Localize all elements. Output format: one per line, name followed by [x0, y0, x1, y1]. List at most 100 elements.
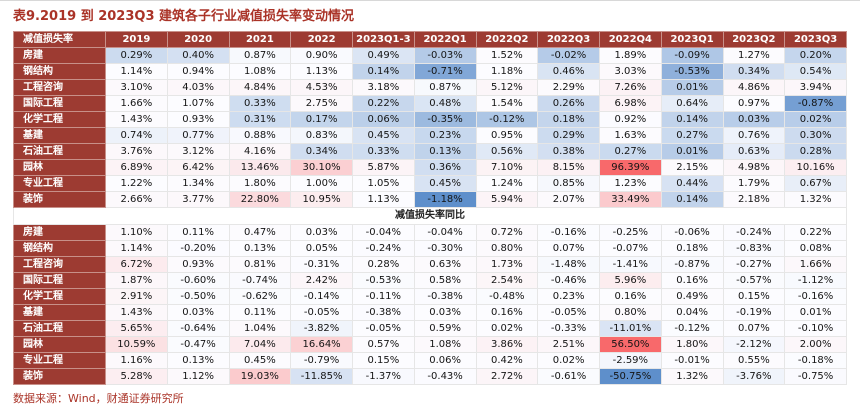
- value-cell: 1.52%: [475, 47, 539, 64]
- value-cell: 1.79%: [722, 175, 786, 192]
- value-cell: 0.56%: [475, 143, 539, 160]
- value-cell: 0.46%: [537, 63, 600, 80]
- row-label: 化学工程: [13, 111, 106, 128]
- value-cell: 1.80%: [228, 175, 292, 192]
- value-cell: 1.54%: [475, 95, 539, 112]
- value-cell: 0.67%: [784, 175, 847, 192]
- value-cell: -50.75%: [599, 368, 662, 385]
- value-cell: 0.13%: [413, 143, 477, 160]
- value-cell: -0.04%: [413, 224, 477, 241]
- value-cell: 0.01%: [660, 143, 724, 160]
- value-cell: 3.18%: [352, 79, 415, 96]
- value-cell: 8.15%: [537, 159, 600, 176]
- value-cell: 4.03%: [166, 79, 230, 96]
- value-cell: 0.29%: [537, 127, 600, 144]
- value-cell: -0.05%: [290, 304, 353, 321]
- value-cell: 0.22%: [784, 224, 847, 241]
- value-cell: 3.86%: [475, 336, 539, 353]
- value-cell: 1.80%: [660, 336, 724, 353]
- value-cell: 0.23%: [537, 288, 600, 305]
- value-cell: -1.37%: [352, 368, 415, 385]
- value-cell: 0.54%: [784, 63, 847, 80]
- value-cell: 5.87%: [352, 159, 415, 176]
- value-cell: 0.07%: [537, 240, 600, 257]
- value-cell: -0.16%: [537, 224, 600, 241]
- value-cell: -0.25%: [599, 224, 662, 241]
- value-cell: 0.28%: [784, 143, 847, 160]
- value-cell: 0.55%: [722, 352, 786, 369]
- value-cell: -0.57%: [722, 272, 786, 289]
- value-cell: 3.76%: [105, 143, 168, 160]
- value-cell: 0.15%: [352, 352, 415, 369]
- value-cell: 2.18%: [722, 191, 786, 208]
- value-cell: 0.34%: [722, 63, 786, 80]
- value-cell: 1.18%: [475, 63, 539, 80]
- column-header: 2022Q3: [537, 31, 600, 48]
- value-cell: -11.85%: [290, 368, 353, 385]
- value-cell: 0.28%: [352, 256, 415, 273]
- value-cell: 1.10%: [105, 224, 168, 241]
- value-cell: 3.77%: [166, 191, 230, 208]
- column-header: 减值损失率: [13, 31, 106, 48]
- value-cell: 0.18%: [660, 240, 724, 257]
- value-cell: 0.38%: [537, 143, 600, 160]
- value-cell: 3.10%: [105, 79, 168, 96]
- value-cell: 0.08%: [784, 240, 847, 257]
- value-cell: 0.06%: [413, 352, 477, 369]
- value-cell: -0.24%: [352, 240, 415, 257]
- value-cell: -1.48%: [537, 256, 600, 273]
- column-header: 2022Q2: [475, 31, 539, 48]
- value-cell: -0.02%: [537, 47, 600, 64]
- value-cell: 0.02%: [784, 111, 847, 128]
- value-cell: 0.64%: [660, 95, 724, 112]
- table-row: 石油工程 3.76% 3.12% 4.16% 0.34% 0.33% 0.13% 0.56% 0…: [13, 143, 847, 160]
- value-cell: 1.16%: [105, 352, 168, 369]
- value-cell: 0.80%: [599, 304, 662, 321]
- value-cell: 2.00%: [784, 336, 847, 353]
- value-cell: 0.20%: [784, 47, 847, 64]
- value-cell: 7.10%: [475, 159, 539, 176]
- value-cell: 0.26%: [537, 95, 600, 112]
- value-cell: 0.22%: [352, 95, 415, 112]
- value-cell: -0.31%: [290, 256, 353, 273]
- value-cell: -0.48%: [475, 288, 539, 305]
- table-row: 工程咨询 6.72% 0.93% 0.81% -0.31% 0.28% 0.63% 1.73%…: [13, 256, 847, 273]
- value-cell: 0.06%: [352, 111, 415, 128]
- value-cell: 2.91%: [105, 288, 168, 305]
- value-cell: 0.48%: [413, 95, 477, 112]
- value-cell: 1.34%: [166, 175, 230, 192]
- table-row: 园林 6.89% 6.42% 13.46% 30.10% 5.87% 0.36% 7.10% 8…: [13, 159, 847, 176]
- value-cell: 0.27%: [660, 127, 724, 144]
- value-cell: -2.12%: [722, 336, 786, 353]
- value-cell: 0.36%: [413, 159, 477, 176]
- value-cell: -1.18%: [413, 191, 477, 208]
- table-row: 石油工程 5.65% -0.64% 1.04% -3.82% -0.05% 0.59% 0.0…: [13, 320, 847, 337]
- source-note: 数据来源：Wind，财通证券研究所: [13, 392, 184, 405]
- value-cell: 2.66%: [105, 191, 168, 208]
- value-cell: 1.07%: [166, 95, 230, 112]
- value-cell: 0.16%: [475, 304, 539, 321]
- value-cell: -0.61%: [537, 368, 600, 385]
- row-label: 石油工程: [13, 143, 106, 160]
- value-cell: 0.33%: [228, 95, 292, 112]
- value-cell: 5.65%: [105, 320, 168, 337]
- value-cell: 0.30%: [784, 127, 847, 144]
- value-cell: 2.42%: [290, 272, 353, 289]
- row-label: 专业工程: [13, 175, 106, 192]
- value-cell: 0.59%: [413, 320, 477, 337]
- value-cell: 0.76%: [722, 127, 786, 144]
- value-cell: -0.62%: [228, 288, 292, 305]
- table-row: 基建 1.43% 0.03% 0.11% -0.05% -0.38% 0.03% 0.16% -…: [13, 304, 847, 321]
- value-cell: 0.14%: [660, 111, 724, 128]
- value-cell: 2.51%: [537, 336, 600, 353]
- value-cell: -0.06%: [660, 224, 724, 241]
- value-cell: 10.59%: [105, 336, 168, 353]
- value-cell: -0.16%: [784, 288, 847, 305]
- value-cell: 0.14%: [352, 63, 415, 80]
- value-cell: -0.12%: [660, 320, 724, 337]
- value-cell: 1.13%: [290, 63, 353, 80]
- value-cell: 0.01%: [660, 79, 724, 96]
- value-cell: 2.72%: [475, 368, 539, 385]
- value-cell: 0.16%: [660, 272, 724, 289]
- value-cell: 0.83%: [290, 127, 353, 144]
